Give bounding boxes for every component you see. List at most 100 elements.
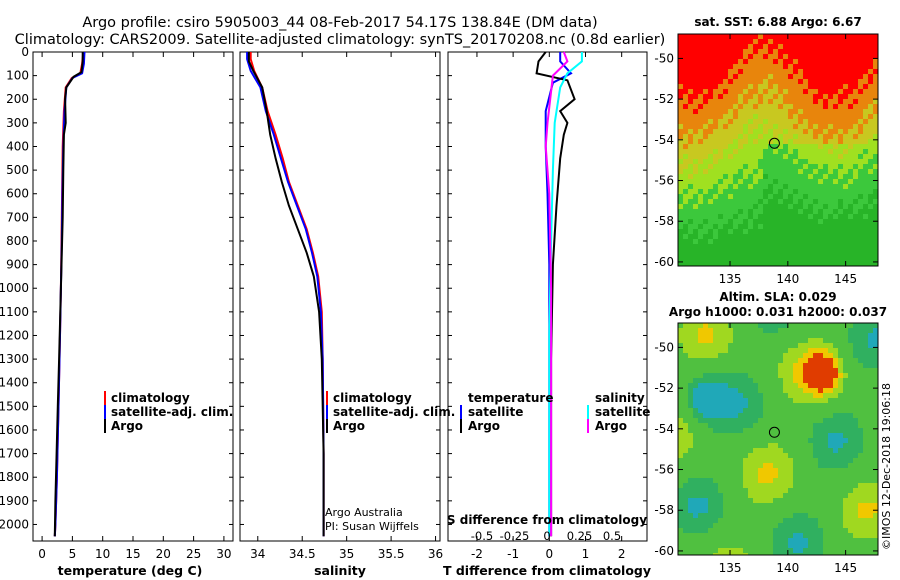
sst-cell	[868, 104, 873, 109]
sla-cell	[873, 513, 878, 518]
sst-cell	[823, 129, 828, 134]
depth-tick-label: 1400	[0, 376, 29, 390]
sla-cell	[723, 453, 728, 458]
sla-cell	[768, 483, 773, 488]
sst-cell	[753, 169, 758, 174]
sla-cell	[858, 518, 863, 523]
sst-cell	[748, 49, 753, 54]
sla-cell	[758, 548, 763, 553]
sla-cell	[768, 488, 773, 493]
sst-cell	[873, 169, 878, 174]
sst-cell	[823, 79, 828, 84]
sst-cell	[873, 204, 878, 209]
sla-cell	[688, 558, 693, 563]
sst-cell	[848, 59, 853, 64]
sst-cell	[833, 99, 838, 104]
sst-cell	[848, 189, 853, 194]
sla-cell	[833, 373, 838, 378]
sst-cell	[693, 104, 698, 109]
sst-cell	[828, 69, 833, 74]
sst-cell	[748, 254, 753, 259]
sst-cell	[763, 169, 768, 174]
sst-cell	[853, 174, 858, 179]
sst-cell	[818, 34, 823, 39]
sla-cell	[728, 503, 733, 508]
sst-cell	[743, 169, 748, 174]
sst-cell	[858, 94, 863, 99]
title-line-2: Climatology: CARS2009. Satellite-adjuste…	[15, 32, 666, 48]
sst-cell	[743, 209, 748, 214]
sst-cell	[763, 114, 768, 119]
sla-cell	[788, 323, 793, 328]
sst-cell	[828, 144, 833, 149]
sla-cell	[818, 418, 823, 423]
sla-cell	[838, 478, 843, 483]
sla-cell	[743, 558, 748, 563]
sla-cell	[868, 398, 873, 403]
sla-cell	[808, 418, 813, 423]
sst-cell	[693, 144, 698, 149]
sst-cell	[678, 164, 683, 169]
sla-cell	[833, 418, 838, 423]
sst-cell	[793, 39, 798, 44]
sla-cell	[708, 548, 713, 553]
sst-cell	[743, 59, 748, 64]
sst-cell	[773, 54, 778, 59]
sst-cell	[813, 219, 818, 224]
sla-cell	[838, 448, 843, 453]
sst-cell	[818, 244, 823, 249]
sst-cell	[808, 59, 813, 64]
sst-cell	[768, 59, 773, 64]
sst-cell	[793, 189, 798, 194]
sst-cell	[808, 39, 813, 44]
sst-cell	[823, 144, 828, 149]
sla-cell	[698, 363, 703, 368]
sla-cell	[783, 363, 788, 368]
sst-cell	[733, 89, 738, 94]
sla-cell	[858, 498, 863, 503]
sst-cell	[793, 239, 798, 244]
sst-cell	[813, 139, 818, 144]
sla-cell	[808, 548, 813, 553]
sla-cell	[703, 398, 708, 403]
sla-cell	[723, 378, 728, 383]
sst-cell	[763, 249, 768, 254]
sla-cell	[708, 378, 713, 383]
sst-cell	[748, 44, 753, 49]
sst-cell	[808, 184, 813, 189]
sst-cell	[868, 224, 873, 229]
imos-credit: ©IMOS 12-Dec-2018 19:06:18	[880, 383, 893, 550]
sla-cell	[853, 418, 858, 423]
sla-cell	[813, 453, 818, 458]
sla-cell	[808, 338, 813, 343]
sst-cell	[853, 214, 858, 219]
sla-cell	[838, 453, 843, 458]
sla-cell	[708, 513, 713, 518]
sla-cell	[748, 368, 753, 373]
salinity-legend: climatology satellite-adj. clim. Argo Ar…	[325, 391, 455, 533]
sla-cell	[698, 373, 703, 378]
sla-cell	[788, 383, 793, 388]
sst-cell	[848, 234, 853, 239]
sst-cell	[798, 159, 803, 164]
sst-cell	[798, 44, 803, 49]
sla-cell	[838, 368, 843, 373]
sst-cell	[808, 84, 813, 89]
sst-cell	[853, 264, 858, 266]
sla-cell	[708, 503, 713, 508]
sst-cell	[698, 209, 703, 214]
sst-cell	[703, 69, 708, 74]
sla-cell	[858, 533, 863, 538]
sla-cell	[713, 368, 718, 373]
sla-cell	[698, 483, 703, 488]
sst-cell	[833, 204, 838, 209]
sla-cell	[823, 323, 828, 328]
sst-cell	[763, 239, 768, 244]
sla-cell	[768, 348, 773, 353]
sst-cell	[788, 104, 793, 109]
sla-cell	[848, 338, 853, 343]
sst-cell	[798, 174, 803, 179]
sla-cell	[843, 388, 848, 393]
sla-cell	[728, 493, 733, 498]
sst-cell	[868, 174, 873, 179]
